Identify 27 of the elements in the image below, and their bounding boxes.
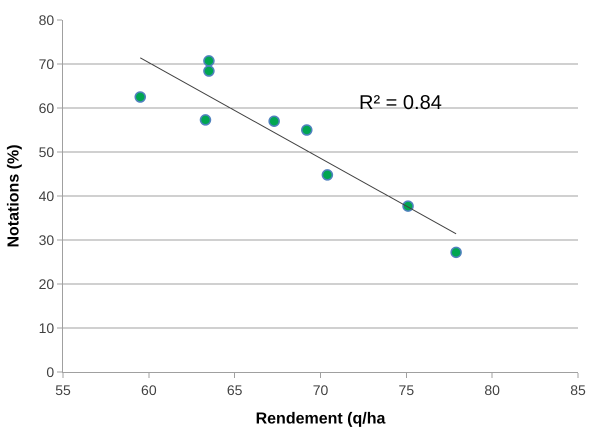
x-tick-label: 80 [484,382,500,398]
point [268,115,280,127]
y-tick-label: 50 [38,144,54,160]
y-tick-label: 40 [38,188,54,204]
y-tick-label: 10 [38,320,54,336]
point [301,124,313,136]
point [203,65,215,77]
annotation: R² = 0.84 [359,92,442,114]
x-tick-label: 60 [141,382,157,398]
point [450,246,462,258]
y-tick-label: 60 [38,100,54,116]
x-tick-label: 85 [570,382,586,398]
y-tick-label: 30 [38,232,54,248]
y-tick-label: 20 [38,276,54,292]
y-axis-title: Notations (%) [6,144,23,248]
y-tick-label: 70 [38,56,54,72]
x-tick-label: 70 [312,382,328,398]
point [200,114,212,126]
x-tick-label: 75 [398,382,414,398]
x-axis-title: Rendement (q/ha [256,410,386,428]
y-tick-label: 80 [38,12,54,28]
x-tick-label: 65 [226,382,243,398]
y-tick-label: 0 [46,364,54,380]
point [322,169,334,181]
x-tick-label: 55 [55,382,71,398]
point [203,55,215,67]
point [134,91,146,103]
